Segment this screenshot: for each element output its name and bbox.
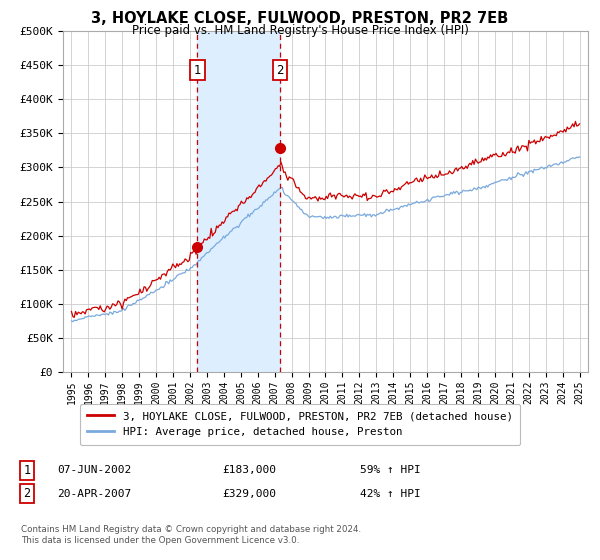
Text: 3, HOYLAKE CLOSE, FULWOOD, PRESTON, PR2 7EB: 3, HOYLAKE CLOSE, FULWOOD, PRESTON, PR2 … xyxy=(91,11,509,26)
Text: 07-JUN-2002: 07-JUN-2002 xyxy=(57,465,131,475)
Legend: 3, HOYLAKE CLOSE, FULWOOD, PRESTON, PR2 7EB (detached house), HPI: Average price: 3, HOYLAKE CLOSE, FULWOOD, PRESTON, PR2 … xyxy=(80,404,520,445)
Text: £183,000: £183,000 xyxy=(222,465,276,475)
Text: 2: 2 xyxy=(276,64,284,77)
Text: 59% ↑ HPI: 59% ↑ HPI xyxy=(360,465,421,475)
Bar xyxy=(197,31,280,372)
Text: 1: 1 xyxy=(194,64,201,77)
Text: Price paid vs. HM Land Registry's House Price Index (HPI): Price paid vs. HM Land Registry's House … xyxy=(131,24,469,36)
Text: Contains HM Land Registry data © Crown copyright and database right 2024.
This d: Contains HM Land Registry data © Crown c… xyxy=(21,525,361,545)
Text: £329,000: £329,000 xyxy=(222,489,276,499)
Text: 20-APR-2007: 20-APR-2007 xyxy=(57,489,131,499)
Text: 1: 1 xyxy=(23,464,31,477)
Text: 42% ↑ HPI: 42% ↑ HPI xyxy=(360,489,421,499)
Text: 2: 2 xyxy=(23,487,31,501)
